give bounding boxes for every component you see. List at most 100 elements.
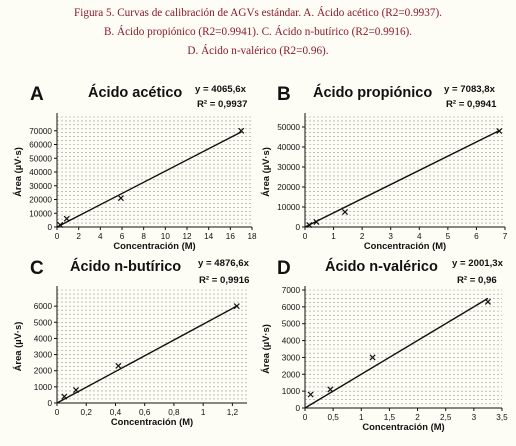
chart-b-y-tick-label: 50000 [277, 123, 300, 132]
chart-a-x-axis-title: Concentración (M) [113, 240, 195, 251]
chart-c-r-squared: R² = 0,9916 [199, 275, 249, 286]
chart-c-x-tick-label: 0,2 [81, 408, 93, 417]
chart-a-title: Ácido acético [88, 84, 182, 101]
chart-b-x-tick-label: 5 [446, 232, 451, 241]
chart-b-data-point [313, 218, 320, 226]
chart-a-y-tick-label: 60000 [29, 141, 52, 150]
chart-c-data-point [115, 362, 122, 369]
chart-c-data-point [61, 393, 68, 400]
chart-a-x-tick-label: 14 [204, 232, 214, 241]
chart-a-data-point [117, 195, 124, 202]
chart-b-y-tick-label: 0 [295, 223, 300, 232]
chart-d-y-tick-label: 7000 [282, 286, 301, 295]
chart-c-x-tick-label: 1 [201, 408, 206, 417]
chart-b-x-tick-label: 7 [503, 232, 508, 241]
chart-c-trend-line [56, 305, 238, 404]
chart-b-y-tick-label: 20000 [277, 183, 300, 192]
chart-a-y-tick-label: 40000 [29, 168, 52, 177]
chart-c-data-point [72, 387, 80, 394]
chart-c-x-tick-label: 0,8 [168, 408, 180, 417]
chart-b-title: Ácido propiónico [313, 84, 432, 101]
chart-d-y-tick-label: 2000 [282, 370, 301, 379]
chart-d-y-tick-label: 5000 [282, 320, 301, 329]
chart-d-y-axis-title: Área (µV·s) [260, 324, 271, 374]
chart-b-data-point [341, 208, 349, 216]
chart-a-x-tick-label: 8 [141, 232, 146, 241]
chart-a-y-tick-label: 50000 [29, 154, 52, 163]
chart-a-x-tick-label: 2 [76, 232, 81, 241]
chart-d-x-tick-label: 0,5 [327, 413, 339, 422]
caption-line-1: Figura 5. Curvas de calibración de AGVs … [74, 7, 442, 19]
chart-a-x-tick-label: 18 [247, 232, 257, 241]
chart-c-y-tick-label: 1000 [34, 383, 53, 392]
chart-c-y-tick-label: 6000 [34, 302, 53, 311]
chart-c-y-axis-title: Área (µV·s) [12, 322, 23, 372]
chart-a-equation: y = 4065,6x [195, 84, 247, 95]
chart-c-x-tick-label: 0,4 [110, 408, 122, 417]
chart-a-trend-line [56, 131, 242, 228]
chart-c-x-tick-label: 0 [55, 408, 60, 417]
chart-a-y-tick-label: 0 [47, 223, 52, 232]
chart-a-y-tick-label: 70000 [29, 127, 52, 136]
chart-a-panel-letter: A [30, 84, 44, 105]
chart-c-equation: y = 4876,6x [198, 258, 250, 269]
chart-b-equation: y = 7083,8x [444, 84, 496, 95]
chart-a-x-tick-label: 0 [55, 232, 60, 241]
chart-c-y-tick-label: 2000 [34, 367, 53, 376]
chart-c-y-tick-label: 0 [47, 399, 52, 408]
chart-c-x-axis-title: Concentración (M) [111, 416, 193, 427]
caption-line-2: B. Ácido propiónico (R2=0.9941). C. Ácid… [103, 26, 413, 38]
chart-b-x-tick-label: 0 [303, 232, 308, 241]
chart-a-x-tick-label: 6 [120, 232, 125, 241]
chart-b-y-axis-title: Área (µV·s) [260, 147, 271, 197]
chart-d-y-tick-label: 6000 [282, 303, 301, 312]
chart-b-x-tick-label: 6 [474, 232, 479, 241]
chart-d-y-tick-label: 4000 [282, 337, 301, 346]
chart-a-data-point [57, 221, 64, 228]
chart-b-y-tick-label: 40000 [277, 143, 300, 152]
chart-b-x-tick-label: 4 [417, 232, 422, 241]
chart-b-trend-line [304, 130, 500, 228]
chart-d-r-squared: R² = 0,96 [457, 275, 497, 286]
chart-d-x-axis-title: Concentración (M) [362, 421, 444, 432]
chart-d-x-tick-label: 3,5 [496, 413, 508, 422]
chart-c-x-tick-label: 0,6 [139, 408, 151, 417]
figure-caption: Figura 5. Curvas de calibración de AGVs … [0, 4, 516, 61]
chart-d-x-tick-label: 1,5 [384, 413, 396, 422]
chart-d-panel-letter: D [277, 258, 291, 279]
chart-a-y-tick-label: 10000 [29, 209, 52, 218]
chart-b-x-tick-label: 3 [388, 232, 393, 241]
chart-c-panel-letter: C [30, 258, 44, 279]
chart-a-r-squared: R² = 0,9937 [197, 99, 247, 110]
chart-b-x-tick-label: 1 [331, 232, 336, 241]
chart-b-x-axis-title: Concentración (M) [364, 240, 446, 251]
chart-d-equation: y = 2001,3x [452, 258, 504, 269]
chart-c-y-tick-label: 5000 [34, 318, 53, 327]
chart-c-x-tick-label: 1,2 [227, 408, 239, 417]
chart-c-y-tick-label: 4000 [34, 334, 53, 343]
chart-d-y-tick-label: 3000 [282, 353, 301, 362]
chart-d-data-point [327, 386, 334, 393]
chart-b-data-point [496, 127, 503, 135]
chart-d-data-point [369, 354, 376, 361]
caption-line-3: D. Ácido n-valérico (R2=0.96). [187, 45, 329, 57]
chart-b-r-squared: R² = 0,9941 [446, 99, 497, 110]
chart-d-data-point [307, 391, 314, 398]
chart-b-panel-letter: B [277, 84, 291, 105]
chart-d-y-tick-label: 0 [295, 404, 300, 413]
chart-a-x-tick-label: 16 [226, 232, 236, 241]
chart-b-data-point [306, 221, 313, 229]
chart-c-title: Ácido n-butírico [70, 258, 181, 275]
chart-d-data-point [484, 298, 491, 305]
chart-d-x-tick-label: 3 [472, 413, 477, 422]
chart-a-data-point [238, 127, 245, 134]
chart-b-y-tick-label: 30000 [277, 163, 300, 172]
chart-c-y-tick-label: 3000 [34, 351, 53, 360]
chart-a-x-tick-label: 4 [98, 232, 103, 241]
chart-b-x-tick-label: 2 [360, 232, 365, 241]
chart-d-x-tick-label: 2 [415, 413, 420, 422]
chart-d-y-tick-label: 1000 [282, 387, 301, 396]
chart-d-x-tick-label: 1 [359, 413, 364, 422]
chart-d-x-tick-label: 2,5 [440, 413, 452, 422]
